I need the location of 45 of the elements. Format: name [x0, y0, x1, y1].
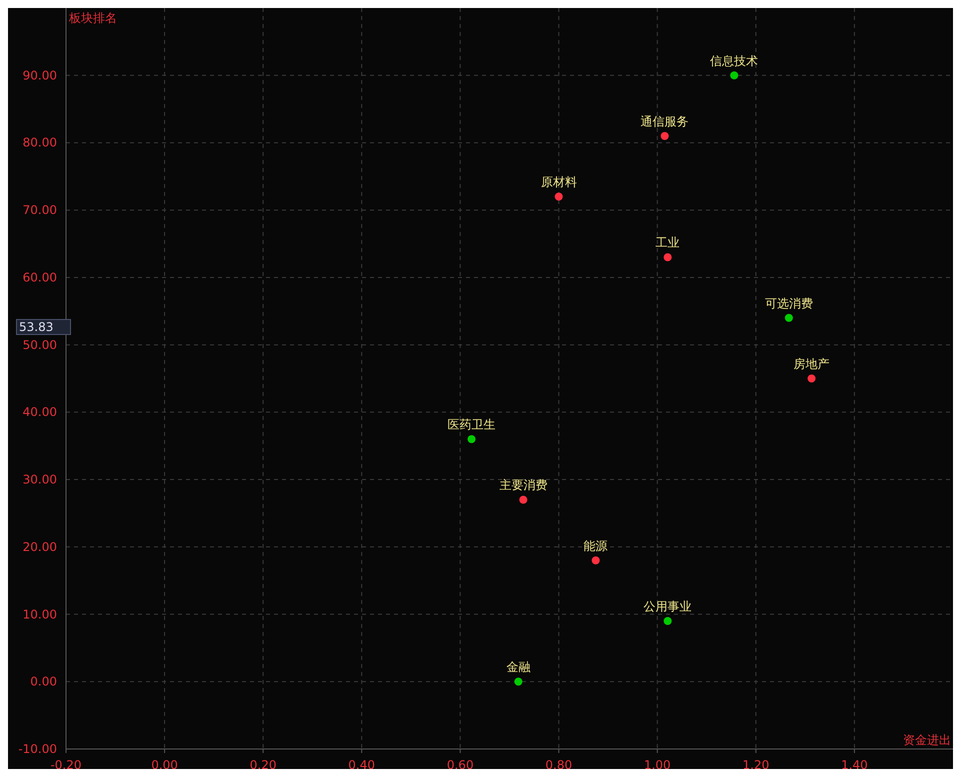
- series-label: 主要消费: [499, 478, 548, 492]
- point: [730, 71, 738, 80]
- point: [519, 496, 528, 504]
- series-label: 信息技术: [710, 54, 758, 68]
- y-tick-label: 30.00: [22, 472, 57, 487]
- x-tick-label: 0.40: [348, 758, 376, 772]
- y-tick-label: 0.00: [30, 674, 57, 689]
- series-label: 原材料: [540, 175, 577, 190]
- point: [592, 556, 600, 564]
- x-tick-label: 0.60: [446, 758, 474, 772]
- series-label: 通信服务: [640, 114, 689, 128]
- series-label: 可选消费: [764, 296, 813, 310]
- x-tick-label: -0.20: [50, 758, 82, 772]
- text: 53.83: [16, 319, 71, 335]
- x-tick-label: 1.40: [841, 758, 868, 772]
- point: [514, 678, 522, 686]
- x-tick-label: 1.20: [742, 758, 770, 772]
- y-tick-label: 40.00: [22, 405, 57, 420]
- y-tick-label: 70.00: [22, 203, 57, 218]
- series-label: 公用事业: [644, 599, 692, 614]
- series-label: 能源: [584, 538, 608, 553]
- y-tick-label: 20.00: [22, 540, 57, 554]
- point: [660, 132, 669, 140]
- point: [784, 314, 793, 322]
- y-tick-label: 60.00: [22, 270, 57, 284]
- y-tick-label: -10.00: [18, 742, 57, 756]
- y-tick-label: 80.00: [22, 136, 57, 150]
- series-label: 工业: [656, 236, 680, 250]
- series-label: 房地产: [794, 356, 830, 371]
- point: [664, 617, 672, 626]
- y-tick-label: 50.00: [22, 338, 57, 352]
- series-label: 金融: [506, 660, 530, 674]
- x-tick-label: 1.00: [644, 758, 671, 772]
- point: [554, 192, 563, 201]
- point: [664, 253, 672, 262]
- y-tick-label: 10.00: [22, 607, 57, 622]
- y-tick-label: 90.00: [22, 68, 57, 82]
- point: [468, 435, 476, 444]
- x-tick-label: 0.80: [545, 758, 572, 772]
- x-tick-label: 0.20: [250, 758, 276, 772]
- x-tick-label: 0.00: [151, 758, 178, 772]
- point: [808, 374, 816, 382]
- series-label: 医药卫生: [448, 418, 496, 432]
- x-axis-title: 资金进出: [903, 733, 951, 747]
- y-axis-title: 板块排名: [68, 11, 117, 25]
